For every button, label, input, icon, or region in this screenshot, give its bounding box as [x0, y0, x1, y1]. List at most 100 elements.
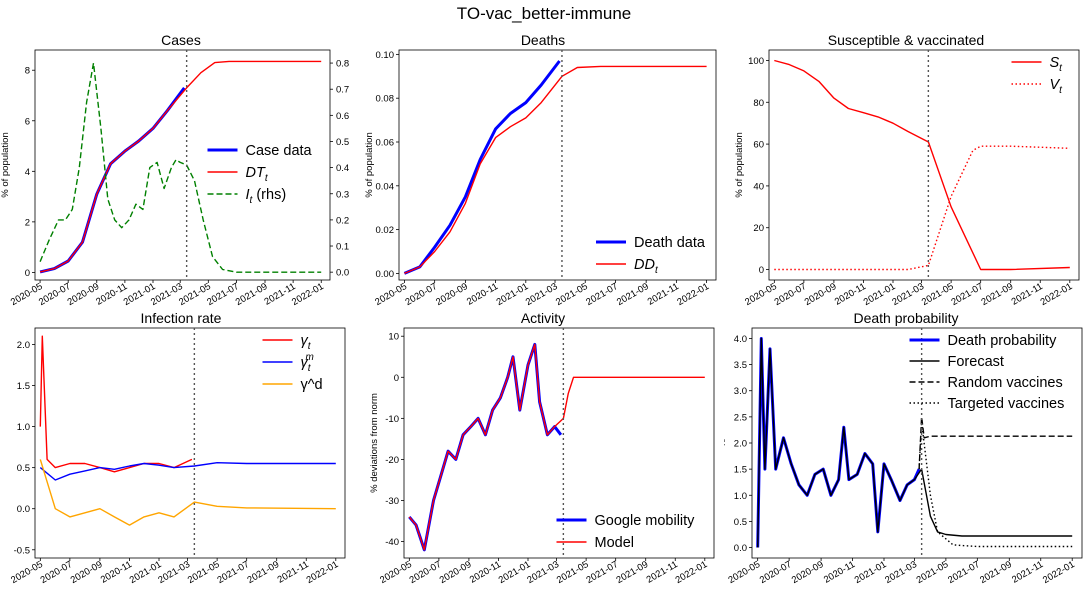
x-tick-label: 2021-11: [646, 281, 681, 306]
x-tick-label: 2022-01: [290, 281, 326, 306]
y2-tick-label: 0.8: [336, 59, 349, 70]
x-tick-label: 2020-07: [39, 559, 75, 584]
x-tick-label: 2020-07: [773, 281, 809, 306]
y-tick-label: -10: [385, 414, 399, 425]
x-tick-label: 2021-09: [615, 559, 651, 584]
legend-label: DDt: [634, 257, 659, 276]
x-tick-label: 2021-07: [949, 281, 985, 306]
x-tick-label: 2021-03: [524, 281, 560, 306]
y2-tick-label: 0.3: [336, 189, 349, 200]
y-tick-label: 0: [25, 268, 30, 279]
series-line-3: [918, 421, 1073, 548]
chart-title-infection: Infection rate: [140, 310, 222, 326]
x-tick-label: 2021-01: [853, 559, 889, 584]
x-tick-label: 2020-09: [803, 281, 839, 306]
y2-tick-label: 0.4: [336, 163, 349, 174]
x-tick-label: 2020-07: [408, 559, 444, 584]
x-tick-label: 2020-07: [403, 281, 439, 306]
x-tick-label: 2021-11: [1010, 559, 1045, 584]
plot-frame: [768, 49, 1080, 281]
x-tick-label: 2021-03: [156, 559, 192, 584]
x-tick-label: 2022-01: [674, 559, 710, 584]
x-tick-label: 2020-09: [434, 281, 470, 306]
x-tick-label: 2020-05: [726, 559, 762, 584]
x-tick-label: 2020-09: [790, 559, 826, 584]
y-tick-label: 0.0: [734, 543, 747, 554]
x-tick-label: 2020-11: [99, 559, 134, 584]
series-line-2: [39, 62, 322, 273]
y-tick-label: 40: [753, 181, 764, 192]
x-tick-label: 2021-07: [584, 281, 620, 306]
x-tick-label: 2021-09: [615, 281, 651, 306]
y-tick-label: 60: [753, 140, 764, 151]
panel-infection: Infection rate -0.5 0.0 0.5 1.0 1.5 2.0 2020-0…: [0, 308, 362, 586]
panel-deathprob: Death probability 0.0 0.5 1.0 1.5 2.0 2.5 3.0 3…: [717, 308, 1088, 586]
y-tick-label: -0.5: [14, 545, 30, 556]
chart-title-deaths: Deaths: [520, 32, 566, 48]
y-tick-label: 4: [25, 167, 30, 178]
y-tick-label: 0.5: [734, 517, 747, 528]
x-tick-label: 2020-05: [9, 559, 45, 584]
x-tick-label: 2022-01: [1039, 281, 1075, 306]
chart-title-cases: Cases: [161, 32, 201, 48]
y-tick-label: 1.5: [734, 465, 747, 476]
y-tick-label: 1.0: [17, 422, 30, 433]
chart-deaths: 0.00 0.02 0.04 0.06 0.08 0.10 % of population 2…: [364, 49, 717, 308]
y-tick-label: 0.02: [376, 225, 395, 236]
plot-frame: [751, 327, 1083, 559]
legend-label: Random vaccines: [948, 375, 1063, 391]
y-tick-label: 0.04: [376, 181, 395, 192]
legend-label: Google mobility: [595, 513, 696, 529]
x-tick-label: 2020-11: [468, 559, 503, 584]
y-tick-label: 3.0: [734, 386, 747, 397]
y2-tick-label: 0.2: [336, 215, 349, 226]
legend-label: γtm: [301, 352, 314, 374]
series-line-1: [404, 65, 707, 275]
x-tick-label: 2021-07: [215, 559, 251, 584]
chart-cases: 0 2 4 6 8 0.0 0.1 0.2 0.3 0.4 0.5 0.6 0.7 0.8 % of pop…: [0, 49, 349, 308]
chart-deathprob: 0.00.51.01.52.02.53.03.54.0%2020-052020-…: [717, 327, 1083, 586]
x-tick-label: 2021-07: [946, 559, 982, 584]
panel-activity: Activity -40 -30 -20 -10 0 10 % deviations fro…: [362, 308, 724, 586]
x-tick-label: 2022-01: [675, 281, 711, 306]
legend-label: Vt: [1050, 77, 1064, 96]
legend-label: γt: [301, 333, 312, 352]
y-tick-label: 0.06: [376, 138, 395, 149]
y-tick-label: 0: [394, 373, 399, 384]
x-tick-label: 2021-11: [276, 559, 311, 584]
series-line-0: [774, 59, 1070, 271]
figure-title: TO-vac_better-immune: [456, 4, 632, 23]
y-tick-label: 0.0: [17, 504, 30, 515]
x-tick-label: 2020-09: [438, 559, 474, 584]
x-tick-label: 2022-01: [305, 559, 341, 584]
panel-deaths: Deaths 0.00 0.02 0.04 0.06 0.08 0.10 % of popu…: [362, 30, 724, 308]
series-line-2: [39, 459, 336, 526]
x-tick-label: 2022-01: [1041, 559, 1077, 584]
y-tick-label: 2.0: [17, 340, 30, 351]
x-tick-label: 2020-11: [465, 281, 500, 306]
legend-label: γ^d: [301, 377, 323, 393]
series-line-1: [408, 343, 705, 551]
y-tick-label: 0.10: [376, 50, 395, 61]
legend-label: Death data: [634, 235, 706, 251]
y2-tick-label: 0.1: [336, 242, 349, 253]
x-tick-label: 2021-11: [645, 559, 680, 584]
x-tick-label: 2021-03: [525, 559, 561, 584]
y-axis-label: %: [724, 438, 728, 447]
x-tick-label: 2021-05: [186, 559, 222, 584]
series-line-0: [403, 60, 561, 275]
chart-title-activity: Activity: [520, 310, 566, 326]
plot-frame: [398, 49, 717, 281]
x-tick-label: 2020-07: [758, 559, 794, 584]
plot-frame: [34, 49, 331, 281]
y-axis-label: % of population: [0, 132, 11, 198]
x-tick-label: 2021-09: [246, 559, 282, 584]
plot-frame: [34, 327, 346, 559]
y-tick-label: -30: [385, 496, 399, 507]
x-tick-label: 2021-05: [920, 281, 956, 306]
y-tick-label: 0.08: [376, 94, 395, 105]
x-tick-label: 2021-03: [890, 281, 926, 306]
series-line-1: [774, 145, 1070, 271]
y-tick-label: 10: [388, 332, 399, 343]
